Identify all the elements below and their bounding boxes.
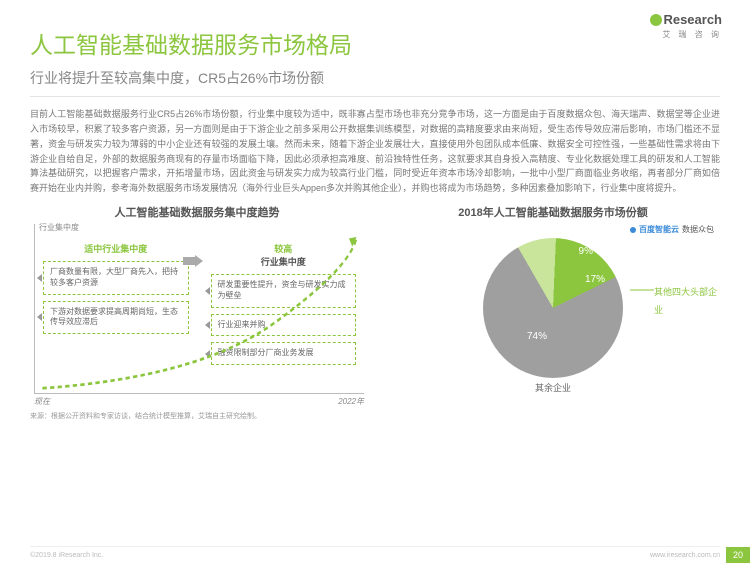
logo-subtext: 艾 瑞 咨 询 xyxy=(662,29,722,40)
footer-url: www.iresearch.com.cn xyxy=(650,552,726,559)
trend-chart: 人工智能基础数据服务集中度趋势 行业集中度 适中行业集中度 厂商数量有限，大型厂… xyxy=(30,204,364,421)
page-number: 20 xyxy=(726,547,750,563)
pie-chart: 2018年人工智能基础数据服务市场份额 百度智能云 数据众包 9% 17% 74… xyxy=(386,204,720,421)
logo-text: Research xyxy=(663,12,722,27)
pie-chart-title: 2018年人工智能基础数据服务市场份额 xyxy=(386,204,720,220)
trend-box: 厂商数量有限，大型厂商先入，把持较多客户资源 xyxy=(43,261,189,295)
pie-ext-label: 其余企业 xyxy=(535,381,571,394)
brand-logo: Research 艾 瑞 咨 询 xyxy=(650,12,722,40)
logo-dot-icon xyxy=(650,14,662,26)
slide: Research 艾 瑞 咨 询 人工智能基础数据服务市场格局 行业将提升至较高… xyxy=(0,0,750,563)
legend-dot-icon xyxy=(630,227,636,233)
trend-diagram: 行业集中度 适中行业集中度 厂商数量有限，大型厂商先入，把持较多客户资源 下游对… xyxy=(34,224,364,394)
trend-col-right: 较高行业集中度 研发重要性提升，资金与研发实力成为壁垒 行业迎来并购 融资限制部… xyxy=(211,242,357,365)
trend-box: 下游对数据要求提高周期尚短，生态传导效应滞后 xyxy=(43,301,189,335)
pie-legend: 百度智能云 数据众包 xyxy=(630,224,714,235)
trend-chart-title: 人工智能基础数据服务集中度趋势 xyxy=(30,204,364,220)
pie-slice-label: 74% xyxy=(527,331,547,342)
footer: ©2019.8 iResearch Inc. www.iresearch.com… xyxy=(0,547,750,563)
arrow-right-icon xyxy=(183,254,203,266)
footer-copyright: ©2019.8 iResearch Inc. xyxy=(0,552,650,559)
trend-box: 融资限制部分厂商业务发展 xyxy=(211,342,357,365)
pie-slice-label: 17% xyxy=(585,274,605,285)
trend-box: 行业迎来并购 xyxy=(211,314,357,337)
source-note: 来源：根据公开资料和专家访谈，结合统计模型推算，艾瑞自主研究绘制。 xyxy=(30,411,364,421)
page-subtitle: 行业将提升至较高集中度，CR5占26%市场份额 xyxy=(30,68,720,97)
pie-ext-label: 其他四大头部企业 xyxy=(654,282,720,318)
page-title: 人工智能基础数据服务市场格局 xyxy=(30,26,720,60)
col-right-head: 较高行业集中度 xyxy=(211,242,357,268)
pie-slice-label: 9% xyxy=(579,246,593,257)
pie-graphic: 9% 17% 74% xyxy=(483,238,623,378)
pie-wrap: 百度智能云 数据众包 9% 17% 74% 其他四大头部企业 其余企业 xyxy=(386,224,720,392)
charts-row: 人工智能基础数据服务集中度趋势 行业集中度 适中行业集中度 厂商数量有限，大型厂… xyxy=(30,204,720,421)
col-left-head: 适中行业集中度 xyxy=(43,242,189,255)
trend-col-left: 适中行业集中度 厂商数量有限，大型厂商先入，把持较多客户资源 下游对数据要求提高… xyxy=(43,242,189,334)
trend-box: 研发重要性提升，资金与研发实力成为壁垒 xyxy=(211,274,357,308)
x-axis-labels: 现在 2022年 xyxy=(34,396,364,407)
body-paragraph: 目前人工智能基础数据服务行业CR5占26%市场份额，行业集中度较为适中，既非寡占… xyxy=(30,107,720,196)
